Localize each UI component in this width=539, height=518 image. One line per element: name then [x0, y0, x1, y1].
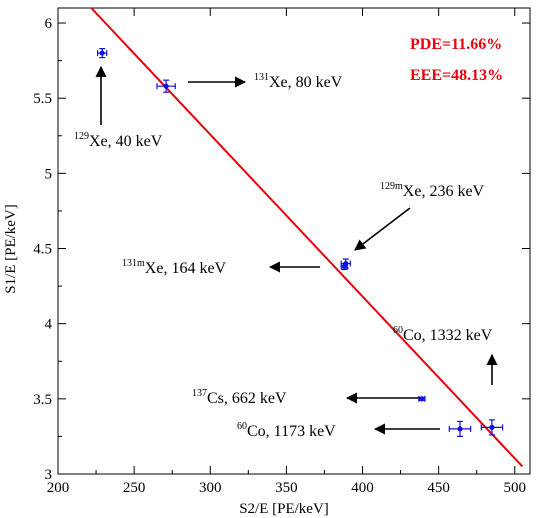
axes: 200 250 300 350 400 450 500 3 3.5 4 4.5 5 5.5 6 S2/E […: [3, 7, 531, 517]
data-points: [96, 47, 504, 438]
x-tick-label: 300: [199, 480, 222, 496]
x-tick-label: 400: [351, 480, 374, 496]
x-tick-label: 450: [427, 480, 450, 496]
point-marker: [343, 260, 349, 267]
annotation-arrows: [95, 65, 498, 435]
annotation-co1173: 60Co, 1173 keV: [237, 421, 336, 440]
y-tick-label: 5.5: [33, 91, 52, 107]
x-tick-label: 250: [123, 480, 146, 496]
fit-line: [90, 7, 524, 468]
pde-label: PDE=11.66%: [410, 36, 502, 53]
data-point: [96, 47, 108, 59]
plot-frame: [57, 7, 531, 475]
x-tick-label: 350: [275, 480, 298, 496]
annotation-xe131m: 131mXe, 164 keV: [122, 258, 227, 277]
y-axis-label: S1/E [PE/keV]: [3, 204, 19, 294]
x-axis-label: S2/E [PE/keV]: [239, 501, 329, 517]
y-tick-label: 3.5: [33, 392, 52, 408]
y-tick-label: 4: [45, 317, 53, 333]
point-marker: [489, 424, 495, 430]
point-marker: [99, 50, 105, 56]
point-marker: [457, 426, 463, 432]
annotation-co1332: 60Co, 1332 keV: [393, 325, 493, 344]
data-point: [156, 79, 176, 93]
y-tick-label: 6: [45, 16, 53, 32]
data-point: [418, 395, 426, 402]
eee-label: EEE=48.13%: [410, 67, 503, 84]
annotations: 131Xe, 80 keV 129Xe, 40 keV 129mXe, 236 …: [74, 72, 493, 440]
arrow-xe129m: [354, 207, 411, 251]
y-tick-label: 3: [45, 467, 53, 483]
x-tick-label: 200: [47, 480, 70, 496]
annotation-cs137: 137Cs, 662 keV: [192, 388, 287, 407]
x-tick-label: 500: [504, 480, 527, 496]
annotation-xe131: 131Xe, 80 keV: [254, 72, 343, 91]
data-point: [340, 258, 351, 269]
data-point: [448, 420, 472, 438]
y-tick-label: 5: [45, 166, 53, 182]
data-point: [480, 419, 504, 436]
point-marker: [419, 396, 425, 402]
annotation-xe129: 129Xe, 40 keV: [74, 131, 163, 150]
point-marker: [163, 83, 169, 89]
y-tick-label: 4.5: [33, 242, 52, 258]
annotation-xe129m: 129mXe, 236 keV: [380, 181, 485, 200]
